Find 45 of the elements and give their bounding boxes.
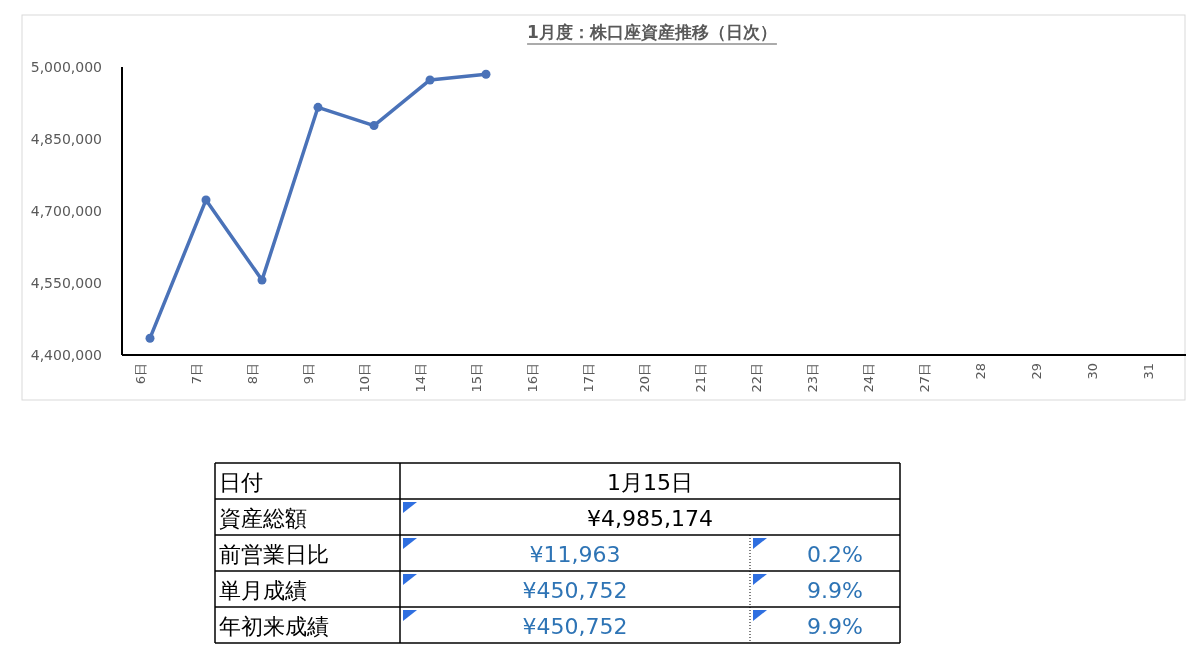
x-tick-label: 15日 bbox=[469, 363, 484, 393]
x-tick-label: 6日 bbox=[133, 363, 148, 385]
x-tick-label: 8日 bbox=[245, 363, 260, 385]
point bbox=[369, 121, 379, 131]
y-tick-label: 4,850,000 bbox=[30, 131, 102, 147]
x-tick-label: 16日 bbox=[525, 363, 540, 393]
y-tick-label: 5,000,000 bbox=[30, 59, 102, 75]
text: ¥450,752 bbox=[522, 578, 628, 603]
category-label: 単月成績 bbox=[219, 578, 307, 603]
text: 0.2% bbox=[807, 542, 863, 567]
x-tick-label: 10日 bbox=[357, 363, 372, 393]
point bbox=[313, 102, 323, 112]
x-tick-label: 24日 bbox=[861, 363, 876, 393]
category-label: 資産総額 bbox=[219, 506, 307, 531]
text: ¥4,985,174 bbox=[587, 506, 713, 531]
point bbox=[201, 195, 211, 205]
text: 1月15日 bbox=[607, 470, 693, 495]
x-tick-label: 21日 bbox=[693, 363, 708, 393]
point bbox=[425, 75, 435, 85]
text: 9.9% bbox=[807, 578, 863, 603]
x-tick-label: 31 bbox=[1141, 363, 1156, 380]
text: ¥450,752 bbox=[522, 614, 628, 639]
x-tick-label: 30 bbox=[1085, 363, 1100, 380]
category-label: 年初来成績 bbox=[219, 614, 329, 639]
point bbox=[145, 333, 155, 343]
category-label: 日付 bbox=[219, 470, 263, 495]
y-tick-label: 4,550,000 bbox=[30, 275, 102, 291]
x-tick-label: 29 bbox=[1029, 363, 1044, 380]
chart-title: 1月度：株口座資産推移（日次） bbox=[527, 22, 777, 42]
x-tick-label: 20日 bbox=[637, 363, 652, 393]
point bbox=[257, 275, 267, 285]
x-tick-label: 7日 bbox=[189, 363, 204, 385]
x-tick-label: 28 bbox=[973, 363, 988, 380]
y-tick-label: 4,700,000 bbox=[30, 203, 102, 219]
point bbox=[481, 69, 491, 79]
x-tick-label: 17日 bbox=[581, 363, 596, 393]
category-label: 前営業日比 bbox=[219, 542, 329, 567]
text: ¥11,963 bbox=[529, 542, 621, 567]
y-tick-label: 4,400,000 bbox=[30, 347, 102, 363]
x-tick-label: 27日 bbox=[917, 363, 932, 393]
x-tick-label: 22日 bbox=[749, 363, 764, 393]
x-tick-label: 9日 bbox=[301, 363, 316, 385]
x-tick-label: 23日 bbox=[805, 363, 820, 393]
x-tick-label: 14日 bbox=[413, 363, 428, 393]
text: 9.9% bbox=[807, 614, 863, 639]
